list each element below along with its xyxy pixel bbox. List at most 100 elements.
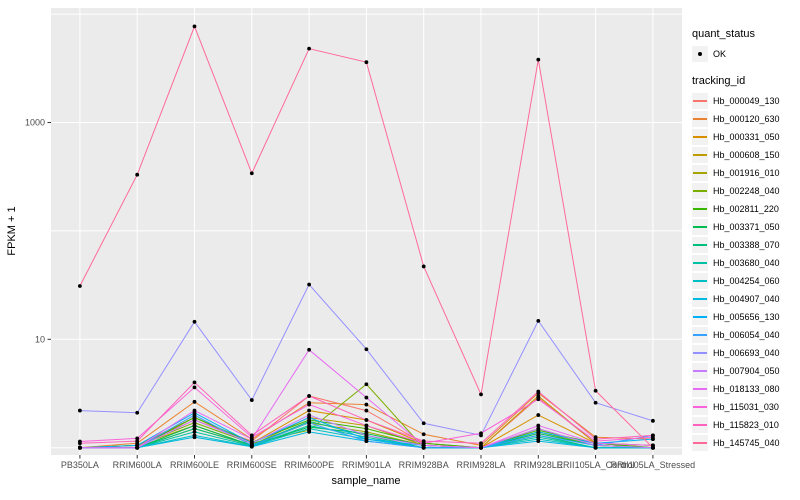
data-point bbox=[593, 437, 598, 442]
line-key-icon bbox=[692, 165, 708, 181]
x-tick-label: RRIM600LE bbox=[170, 460, 219, 470]
x-tick-label: RRIM928BA bbox=[399, 460, 449, 470]
legend-item-Hb_001916_010: Hb_001916_010 bbox=[692, 164, 798, 182]
data-point bbox=[364, 433, 369, 438]
legend-item-label: Hb_000120_630 bbox=[713, 114, 780, 124]
data-point bbox=[651, 433, 655, 438]
legend-item-Hb_000608_150: Hb_000608_150 bbox=[692, 146, 798, 164]
legend-item-Hb_004254_060: Hb_004254_060 bbox=[692, 272, 798, 290]
legend-item-Hb_002248_040: Hb_002248_040 bbox=[692, 182, 798, 200]
y-axis-title: FPKM + 1 bbox=[6, 206, 18, 255]
data-point bbox=[192, 423, 197, 428]
data-point bbox=[192, 24, 197, 29]
gridlines bbox=[51, 8, 682, 455]
data-point bbox=[593, 400, 598, 405]
data-point bbox=[364, 347, 369, 352]
line-key-icon bbox=[692, 435, 708, 451]
data-point bbox=[135, 436, 140, 441]
data-point bbox=[192, 399, 197, 404]
line-key-icon bbox=[692, 237, 708, 253]
line-key-icon bbox=[692, 111, 708, 127]
data-point bbox=[536, 397, 541, 402]
x-axis-title: sample_name bbox=[331, 475, 400, 487]
data-point bbox=[192, 426, 197, 431]
data-point bbox=[421, 432, 426, 437]
legend-item-Hb_115031_030: Hb_115031_030 bbox=[692, 398, 798, 416]
data-point bbox=[364, 439, 369, 444]
x-tick-label: PB350LA bbox=[61, 460, 99, 470]
data-point bbox=[249, 171, 254, 176]
line-key-icon bbox=[692, 201, 708, 217]
data-point bbox=[536, 413, 541, 417]
legend: quant_status OK tracking_id Hb_000049_13… bbox=[692, 28, 798, 452]
x-tick-label: RRIM600LA bbox=[113, 460, 162, 470]
legend-item-Hb_000331_050: Hb_000331_050 bbox=[692, 128, 798, 146]
data-point bbox=[249, 398, 254, 402]
data-point bbox=[479, 441, 483, 446]
data-point bbox=[192, 435, 197, 440]
data-point bbox=[307, 46, 311, 51]
data-point bbox=[192, 380, 197, 385]
data-point bbox=[421, 421, 426, 426]
legend-item-label: Hb_004907_040 bbox=[713, 294, 780, 304]
legend-item-Hb_018133_080: Hb_018133_080 bbox=[692, 380, 798, 398]
data-point bbox=[536, 57, 541, 62]
data-point bbox=[536, 429, 541, 434]
data-point bbox=[307, 402, 311, 407]
data-point bbox=[364, 426, 369, 431]
data-point bbox=[364, 402, 369, 407]
data-point bbox=[536, 433, 541, 438]
legend-item-label: Hb_002811_220 bbox=[713, 204, 779, 214]
legend-item-label: Hb_000049_130 bbox=[713, 96, 780, 106]
legend-item-Hb_000049_130: Hb_000049_130 bbox=[692, 92, 798, 110]
ok-point-key-icon bbox=[692, 46, 708, 62]
legend-item-label: Hb_115823_010 bbox=[713, 420, 779, 430]
legend-item-label: Hb_001916_010 bbox=[713, 168, 780, 178]
data-point bbox=[421, 264, 426, 269]
legend-title-quant-status: quant_status bbox=[692, 28, 755, 40]
data-point bbox=[651, 445, 655, 450]
data-point bbox=[307, 423, 311, 428]
legend-item-Hb_003388_070: Hb_003388_070 bbox=[692, 236, 798, 254]
line-key-icon bbox=[692, 255, 708, 271]
legend-item-Hb_003371_050: Hb_003371_050 bbox=[692, 218, 798, 236]
axis-tick-labels: PB350LA RRIM600LA RRIM600LE RRIM600SE RRIM60… bbox=[25, 118, 695, 471]
data-point bbox=[651, 418, 655, 423]
data-point bbox=[192, 385, 197, 390]
legend-item-ok: OK bbox=[692, 45, 798, 63]
legend-item-label: Hb_018133_080 bbox=[713, 384, 780, 394]
legend-item-Hb_002811_220: Hb_002811_220 bbox=[692, 200, 798, 218]
data-point bbox=[536, 318, 541, 323]
x-tick-label: RRIM901LA bbox=[342, 460, 391, 470]
data-point bbox=[78, 445, 82, 450]
line-key-icon bbox=[692, 309, 708, 325]
legend-item-label: Hb_006054_040 bbox=[713, 330, 780, 340]
data-point bbox=[307, 282, 311, 287]
data-point bbox=[421, 439, 426, 444]
legend-item-label: Hb_000331_050 bbox=[713, 132, 780, 142]
legend-entries: Hb_000049_130 Hb_000120_630 Hb_000331_050 H… bbox=[692, 92, 798, 452]
data-point bbox=[135, 410, 140, 415]
data-point bbox=[364, 60, 369, 65]
data-point bbox=[192, 420, 197, 425]
legend-title-tracking-id: tracking_id bbox=[692, 75, 746, 87]
data-point bbox=[249, 433, 254, 438]
legend-item-label: Hb_002248_040 bbox=[713, 186, 780, 196]
line-key-icon bbox=[692, 291, 708, 307]
data-point bbox=[364, 395, 369, 400]
data-point bbox=[307, 413, 311, 417]
data-point bbox=[78, 284, 82, 288]
data-point bbox=[192, 413, 197, 417]
line-key-icon bbox=[692, 219, 708, 235]
line-key-icon bbox=[692, 417, 708, 433]
legend-item-label: Hb_007904_050 bbox=[713, 366, 780, 376]
data-point bbox=[479, 445, 483, 450]
x-tick-label: RRII105LA_Stressed bbox=[611, 460, 696, 470]
legend-item-Hb_000120_630: Hb_000120_630 bbox=[692, 110, 798, 128]
line-key-icon bbox=[692, 183, 708, 199]
legend-item-label: Hb_003371_050 bbox=[713, 222, 780, 232]
series-points bbox=[78, 24, 655, 450]
data-point bbox=[135, 439, 140, 444]
line-key-icon bbox=[692, 381, 708, 397]
